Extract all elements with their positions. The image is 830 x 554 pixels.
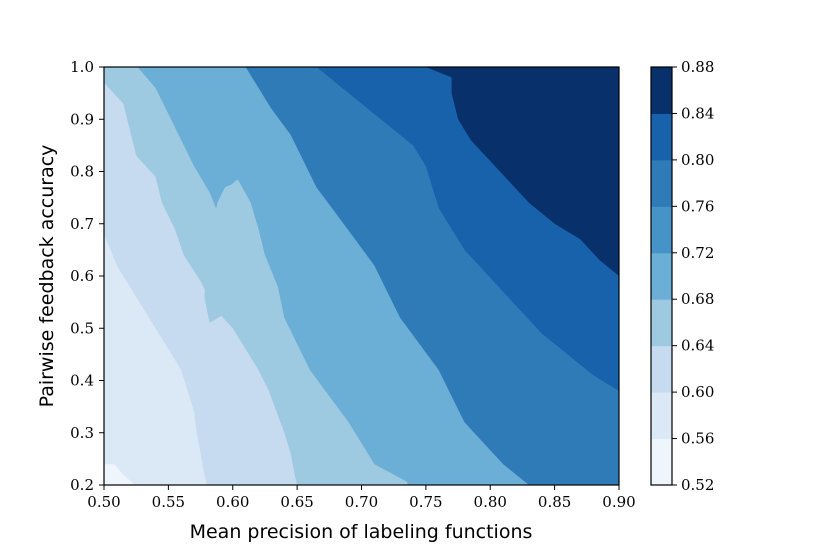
colorbar-tick-label: 0.72 xyxy=(681,244,714,262)
x-axis: 0.50 0.55 0.60 0.65 0.70 0.75 0.80 0.85 0.90 xyxy=(87,485,636,511)
x-tick-label: 0.55 xyxy=(152,493,185,511)
y-tick-label: 1.0 xyxy=(70,58,94,76)
colorbar-tick-label: 0.80 xyxy=(681,151,714,169)
colorbar-segment xyxy=(651,252,672,300)
y-axis-title: Pairwise feedback accuracy xyxy=(36,145,58,408)
y-tick-label: 0.5 xyxy=(70,319,94,337)
y-tick-label: 0.3 xyxy=(70,424,94,442)
colorbar-segment xyxy=(651,392,672,440)
colorbar-tick-label: 0.56 xyxy=(681,430,714,448)
y-axis: 0.2 0.3 0.4 0.5 0.6 0.7 0.8 0.9 1.0 xyxy=(70,58,104,494)
x-tick-label: 0.70 xyxy=(345,493,378,511)
colorbar-tick-label: 0.88 xyxy=(681,58,714,76)
contour-band-9 xyxy=(554,67,619,130)
colorbar-frame xyxy=(650,66,673,486)
colorbar-segment xyxy=(651,438,672,486)
contour-fill-layer xyxy=(104,67,619,485)
colorbar-tick-label: 0.60 xyxy=(681,383,714,401)
y-tick-label: 0.8 xyxy=(70,163,94,181)
x-tick-label: 0.90 xyxy=(602,493,635,511)
x-tick-label: 0.75 xyxy=(409,493,442,511)
colorbar-segment xyxy=(651,206,672,254)
colorbar-segment xyxy=(651,159,672,207)
colorbar-segment xyxy=(651,113,672,161)
colorbar: 0.52 0.56 0.60 0.64 0.68 0.72 0.76 0.80 0.84 0.88 xyxy=(650,58,714,494)
y-tick-label: 0.9 xyxy=(70,110,94,128)
colorbar-segment xyxy=(651,345,672,393)
y-tick-label: 0.4 xyxy=(70,372,94,390)
colorbar-tick-label: 0.52 xyxy=(681,476,714,494)
contour-band-8 xyxy=(425,67,619,276)
colorbar-segment xyxy=(651,67,672,114)
colorbar-tick-label: 0.64 xyxy=(681,337,714,355)
y-tick-label: 0.7 xyxy=(70,215,94,233)
x-axis-title: Mean precision of labeling functions xyxy=(190,521,533,543)
x-tick-label: 0.65 xyxy=(280,493,313,511)
x-tick-label: 0.50 xyxy=(87,493,120,511)
colorbar-tick-label: 0.68 xyxy=(681,290,714,308)
colorbar-segment xyxy=(651,299,672,347)
x-tick-label: 0.80 xyxy=(474,493,507,511)
x-tick-label: 0.85 xyxy=(538,493,571,511)
x-tick-label: 0.60 xyxy=(216,493,249,511)
y-tick-label: 0.6 xyxy=(70,267,94,285)
y-tick-label: 0.2 xyxy=(70,476,94,494)
colorbar-tick-label: 0.84 xyxy=(681,104,714,122)
colorbar-tick-label: 0.76 xyxy=(681,197,714,215)
contour-notch xyxy=(204,181,259,323)
